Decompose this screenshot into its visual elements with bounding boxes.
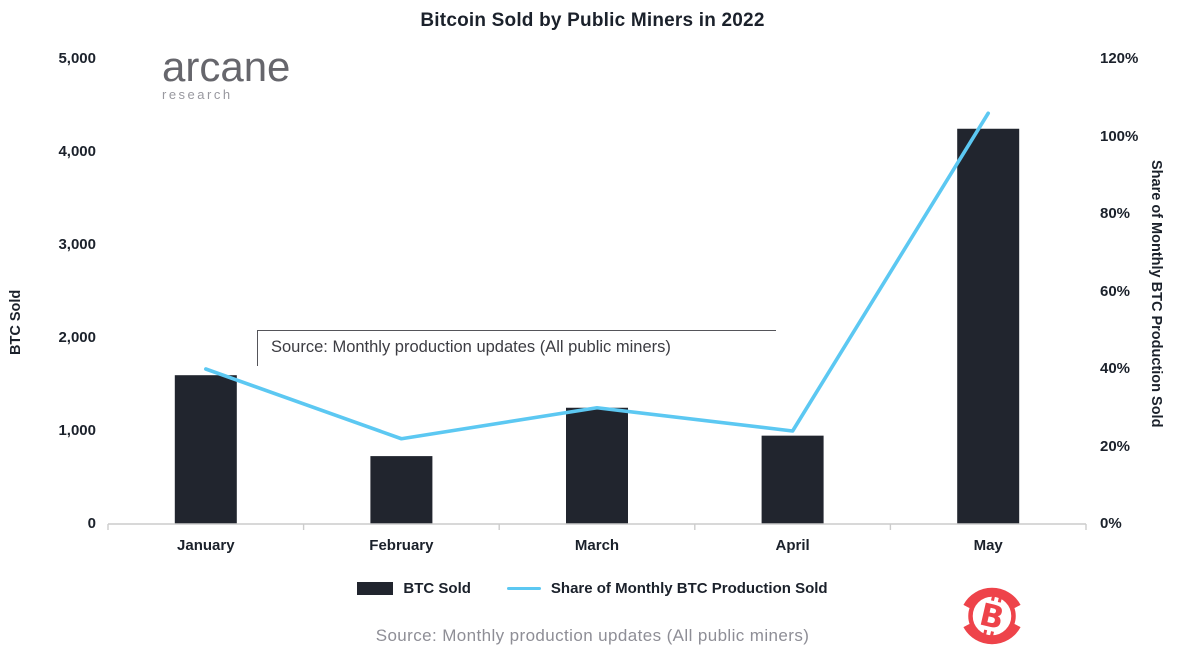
arcane-research-logo: arcane research: [162, 43, 291, 103]
bar-may: [957, 128, 1020, 524]
left-axis-tick: 0: [87, 515, 96, 532]
share-line: [204, 111, 991, 441]
legend-item-btc-sold: BTC Sold: [357, 580, 471, 597]
bar-january: [174, 375, 237, 524]
bar-swatch-icon: [357, 582, 394, 595]
bar-march: [566, 407, 628, 524]
right-axis-tick: 0%: [1100, 515, 1122, 532]
svg-text:B: B: [976, 597, 1007, 637]
footer-source-text: Source: Monthly production updates (All …: [375, 626, 810, 645]
x-label-may: May: [973, 537, 1003, 554]
left-axis-tick: 4,000: [58, 143, 96, 160]
right-axis-tick: 100%: [1100, 127, 1139, 145]
chart-title: Bitcoin Sold by Public Miners in 2022: [420, 10, 765, 31]
logo-subtitle: research: [162, 87, 233, 102]
legend-item-share: Share of Monthly BTC Production Sold: [506, 580, 828, 597]
right-axis-tick: 120%: [1100, 50, 1139, 67]
bitcoin-circular-arrows-icon: B: [963, 587, 1021, 645]
x-label-march: March: [574, 537, 620, 554]
x-label-april: April: [775, 537, 810, 554]
bar-february: [370, 456, 433, 524]
legend-label: BTC Sold: [403, 580, 471, 597]
left-axis-tick: 2,000: [58, 329, 96, 346]
right-axis-tick: 20%: [1100, 437, 1131, 455]
legend-label: Share of Monthly BTC Production Sold: [550, 580, 828, 597]
left-axis-tick: 3,000: [58, 236, 96, 253]
right-axis-tick: 40%: [1100, 360, 1131, 377]
logo-wordmark: arcane: [162, 43, 291, 90]
right-axis-title: Share of Monthly BTC Production Sold: [1148, 160, 1164, 428]
legend: BTC Sold Share of Monthly BTC Production…: [0, 580, 1185, 597]
source-annotation-box: Source: Monthly production updates (All …: [257, 330, 776, 366]
right-axis-tick: 60%: [1100, 282, 1131, 300]
left-axis-tick: 1,000: [58, 422, 96, 439]
x-label-january: January: [177, 537, 235, 554]
right-axis-tick: 80%: [1100, 205, 1131, 222]
line-swatch-icon: [506, 586, 541, 591]
x-label-february: February: [369, 537, 434, 554]
bar-april: [761, 435, 824, 524]
left-axis-tick: 5,000: [58, 50, 96, 67]
